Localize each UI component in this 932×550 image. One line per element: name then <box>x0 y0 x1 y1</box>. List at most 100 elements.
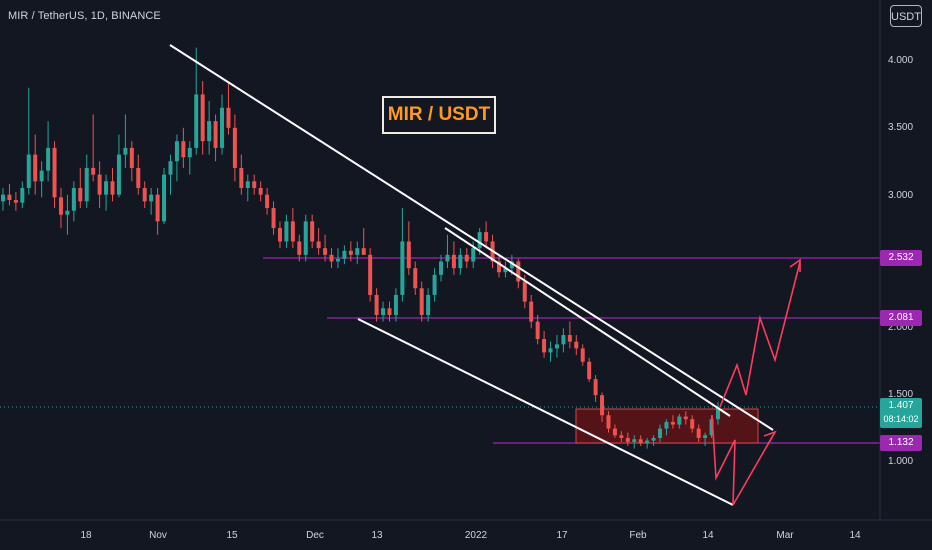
candle-body[interactable] <box>271 208 276 229</box>
candle-body[interactable] <box>658 428 663 438</box>
candle-body[interactable] <box>696 428 701 438</box>
candle-body[interactable] <box>342 250 347 259</box>
candle-body[interactable] <box>716 407 720 420</box>
candle-body[interactable] <box>39 170 44 182</box>
candle-body[interactable] <box>245 181 250 188</box>
candle-body[interactable] <box>393 294 398 315</box>
candle-body[interactable] <box>587 361 592 380</box>
candle-body[interactable] <box>703 435 708 438</box>
candle-body[interactable] <box>439 261 444 275</box>
candle-body[interactable] <box>355 248 360 255</box>
candle-body[interactable] <box>149 194 154 202</box>
candle-body[interactable] <box>413 268 418 289</box>
candle-body[interactable] <box>213 121 218 148</box>
candle-body[interactable] <box>554 344 559 349</box>
candle-body[interactable] <box>471 248 476 262</box>
candle-body[interactable] <box>548 348 553 353</box>
candle-body[interactable] <box>97 174 102 195</box>
candle-body[interactable] <box>297 241 302 255</box>
retest-projection-path[interactable] <box>711 414 776 506</box>
candle-body[interactable] <box>258 187 263 195</box>
candle-body[interactable] <box>670 421 675 425</box>
candle-body[interactable] <box>303 221 308 255</box>
candle-body[interactable] <box>593 379 598 396</box>
candle-body[interactable] <box>1 194 5 202</box>
candle-body[interactable] <box>284 221 289 242</box>
candle-body[interactable] <box>71 187 76 211</box>
candle-body[interactable] <box>458 254 463 269</box>
candle-body[interactable] <box>200 94 205 142</box>
candle-body[interactable] <box>142 187 147 202</box>
candle-body[interactable] <box>361 248 366 255</box>
candle-body[interactable] <box>310 221 315 242</box>
candle-body[interactable] <box>651 437 656 441</box>
candle-body[interactable] <box>664 421 669 429</box>
candle-body[interactable] <box>606 415 611 429</box>
candle-body[interactable] <box>174 141 179 162</box>
candle-body[interactable] <box>65 210 70 215</box>
candle-body[interactable] <box>535 321 540 340</box>
candle-body[interactable] <box>426 294 431 315</box>
candle-body[interactable] <box>632 439 637 442</box>
candle-body[interactable] <box>432 274 437 295</box>
candle-body[interactable] <box>220 107 225 148</box>
candle-body[interactable] <box>239 167 244 188</box>
candle-body[interactable] <box>580 348 585 362</box>
candle-body[interactable] <box>522 281 527 302</box>
candle-body[interactable] <box>46 147 51 171</box>
candle-body[interactable] <box>20 187 25 203</box>
candle-body[interactable] <box>574 341 579 349</box>
candle-body[interactable] <box>277 228 282 242</box>
candle-body[interactable] <box>78 187 83 202</box>
candle-body[interactable] <box>335 258 340 262</box>
candle-body[interactable] <box>484 232 489 242</box>
candle-body[interactable] <box>129 147 134 168</box>
candle-body[interactable] <box>619 435 624 438</box>
candle-body[interactable] <box>91 167 96 175</box>
candle-body[interactable] <box>323 248 328 255</box>
candle-body[interactable] <box>387 308 392 315</box>
candle-body[interactable] <box>445 254 450 262</box>
candle-body[interactable] <box>503 268 508 273</box>
candle-body[interactable] <box>683 416 688 420</box>
candle-body[interactable] <box>406 241 411 269</box>
candle-body[interactable] <box>625 437 630 442</box>
candle-body[interactable] <box>33 154 38 182</box>
candle-body[interactable] <box>290 221 295 242</box>
candle-body[interactable] <box>207 121 212 142</box>
candle-body[interactable] <box>600 395 605 416</box>
candle-body[interactable] <box>194 94 199 148</box>
currency-button[interactable]: USDT <box>890 5 922 27</box>
candle-body[interactable] <box>451 254 456 269</box>
candle-body[interactable] <box>638 439 643 444</box>
candle-body[interactable] <box>123 147 128 155</box>
candle-body[interactable] <box>496 261 501 273</box>
candle-body[interactable] <box>136 167 141 188</box>
candle-body[interactable] <box>400 241 405 295</box>
bullish-projection-path[interactable] <box>719 261 801 408</box>
candle-body[interactable] <box>529 301 534 322</box>
candle-body[interactable] <box>516 261 521 282</box>
lower-trendline[interactable] <box>357 318 734 506</box>
candle-body[interactable] <box>58 197 63 215</box>
candle-body[interactable] <box>561 335 566 345</box>
candle-body[interactable] <box>162 174 167 222</box>
candle-body[interactable] <box>368 254 373 295</box>
inner-trendline[interactable] <box>444 227 731 417</box>
candle-body[interactable] <box>84 167 89 202</box>
candle-body[interactable] <box>181 141 186 158</box>
candle-body[interactable] <box>226 107 231 128</box>
candle-body[interactable] <box>709 419 714 436</box>
candle-body[interactable] <box>464 254 469 262</box>
candle-body[interactable] <box>265 194 270 209</box>
candle-body[interactable] <box>116 154 121 195</box>
candle-body[interactable] <box>232 127 237 168</box>
candle-body[interactable] <box>52 147 57 198</box>
candle-body[interactable] <box>110 181 115 195</box>
candle-body[interactable] <box>542 339 547 353</box>
candle-body[interactable] <box>7 194 12 201</box>
candle-body[interactable] <box>645 440 650 444</box>
candle-body[interactable] <box>677 416 682 425</box>
candle-body[interactable] <box>329 254 334 262</box>
candle-body[interactable] <box>252 181 257 188</box>
